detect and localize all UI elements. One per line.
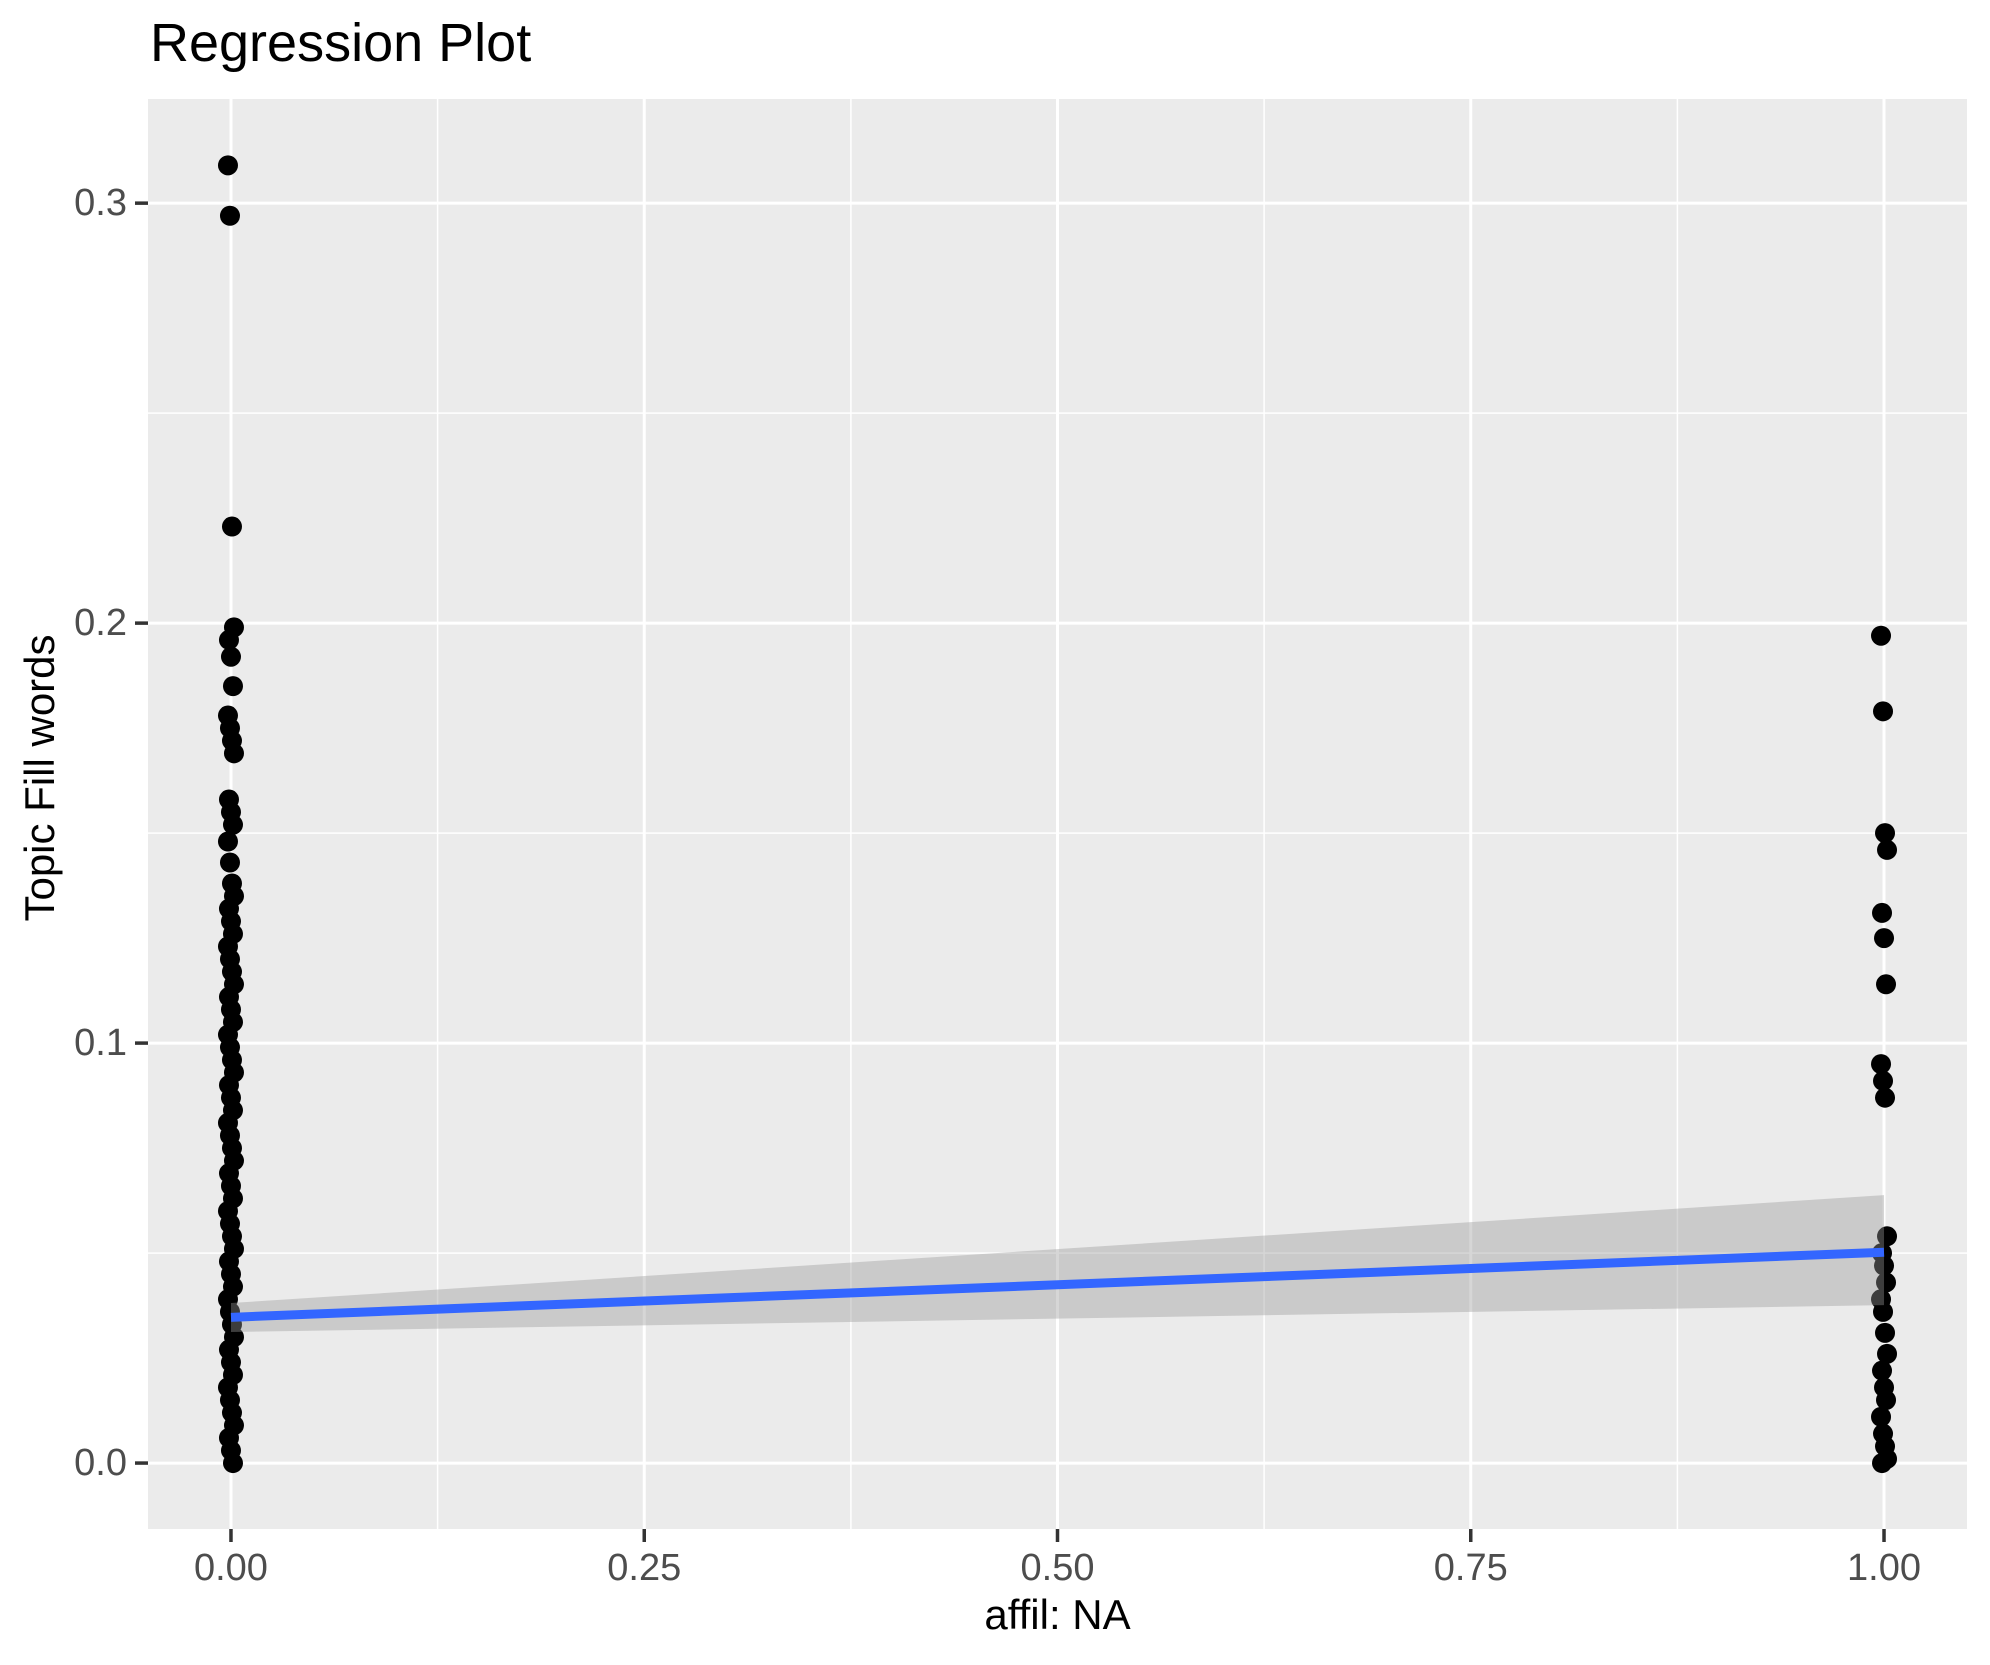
- scatter-point: [222, 676, 243, 697]
- chart-title: Regression Plot: [150, 13, 532, 73]
- scatter-point: [217, 831, 238, 852]
- y-tick-label: 0.3: [74, 182, 127, 225]
- y-tick-label: 0.1: [74, 1022, 127, 1065]
- scatter-point: [219, 205, 240, 226]
- x-tick-label: 0.25: [607, 1547, 682, 1589]
- x-tick-label: 0.50: [1020, 1547, 1095, 1589]
- scatter-point: [221, 516, 242, 537]
- scatter-point: [1874, 928, 1895, 949]
- scatter-point: [1875, 823, 1896, 844]
- y-tick-label: 0.2: [74, 602, 127, 645]
- x-tick-label: 1.00: [1847, 1547, 1921, 1589]
- scatter-point: [217, 155, 238, 176]
- scatter-point: [1874, 1255, 1895, 1276]
- scatter-point: [1873, 1070, 1894, 1091]
- scatter-point: [1871, 625, 1892, 646]
- x-tick-label: 0.75: [1433, 1547, 1508, 1589]
- scatter-point: [1871, 1054, 1892, 1075]
- scatter-point: [1873, 1301, 1894, 1322]
- scatter-point: [1872, 1360, 1893, 1381]
- x-axis-title: affil: NA: [984, 1591, 1131, 1638]
- scatter-point: [1871, 1406, 1892, 1427]
- scatter-point: [1877, 1226, 1898, 1247]
- scatter-point: [1876, 1390, 1897, 1411]
- scatter-point: [1875, 1087, 1896, 1108]
- x-tick-label: 0.00: [193, 1547, 268, 1589]
- scatter-point: [1872, 1453, 1893, 1474]
- scatter-point: [223, 743, 244, 764]
- scatter-point: [1877, 1343, 1898, 1364]
- regression-line: [230, 1247, 1885, 1322]
- scatter-point: [1876, 974, 1897, 995]
- scatter-point: [222, 1453, 243, 1474]
- scatter-point: [218, 629, 239, 650]
- scatter-point: [222, 814, 243, 835]
- scatter-point: [1877, 839, 1898, 860]
- scatter-point: [1872, 902, 1893, 923]
- scatter-point: [1875, 1322, 1896, 1343]
- scatter-point: [1876, 1272, 1897, 1293]
- scatter-point: [220, 646, 241, 667]
- y-tick-label: 0.0: [74, 1442, 127, 1485]
- scatter-point: [219, 852, 240, 873]
- scatter-point: [1873, 701, 1894, 722]
